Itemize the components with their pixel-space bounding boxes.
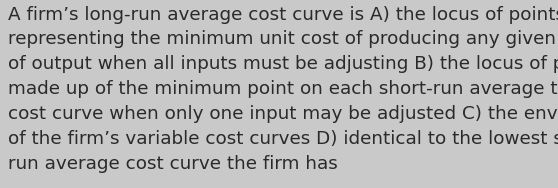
Text: made up of the minimum point on each short-run average total: made up of the minimum point on each sho… bbox=[8, 80, 558, 98]
Text: run average cost curve the firm has: run average cost curve the firm has bbox=[8, 155, 338, 173]
Text: cost curve when only one input may be adjusted C) the envelope: cost curve when only one input may be ad… bbox=[8, 105, 558, 123]
Text: representing the minimum unit cost of producing any given rate: representing the minimum unit cost of pr… bbox=[8, 30, 558, 49]
Text: of the firm’s variable cost curves D) identical to the lowest short-: of the firm’s variable cost curves D) id… bbox=[8, 130, 558, 148]
Text: A firm’s long-run average cost curve is A) the locus of points: A firm’s long-run average cost curve is … bbox=[8, 6, 558, 24]
Text: of output when all inputs must be adjusting B) the locus of points: of output when all inputs must be adjust… bbox=[8, 55, 558, 73]
